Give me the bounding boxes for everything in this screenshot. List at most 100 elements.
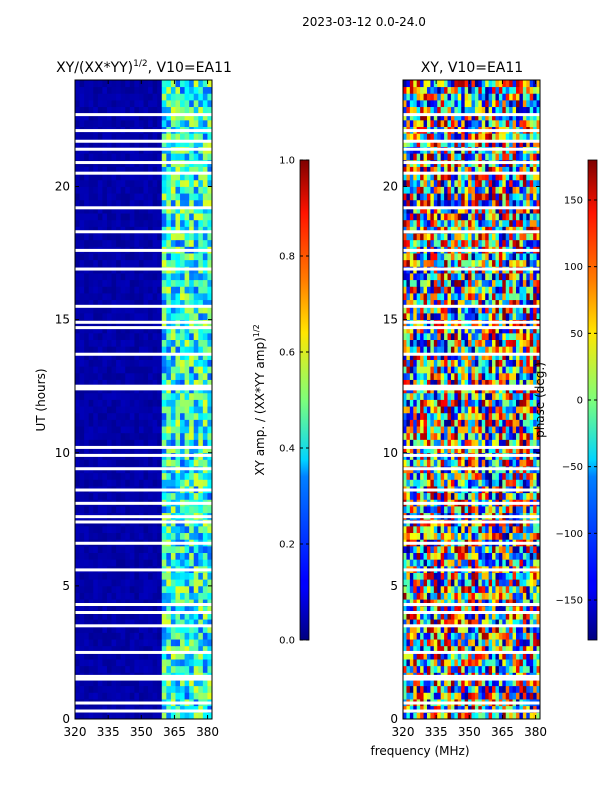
phase-cell: [505, 559, 510, 567]
phase-cell: [481, 692, 486, 700]
amplitude-cell: [157, 419, 163, 427]
phase-cell: [416, 392, 421, 400]
amplitude-cell: [175, 119, 181, 127]
amplitude-cell: [88, 639, 94, 647]
phase-cell: [403, 459, 407, 467]
phase-cell: [481, 619, 486, 627]
x-tick-label: 335: [97, 725, 120, 739]
phase-cell: [529, 645, 534, 653]
amplitude-cell: [198, 685, 204, 693]
flagged-gap: [75, 520, 212, 524]
amplitude-cell: [166, 332, 172, 340]
amplitude-cell: [143, 632, 149, 640]
amplitude-cell: [138, 239, 144, 247]
amplitude-cell: [193, 379, 199, 387]
amplitude-cell: [198, 206, 204, 214]
amplitude-cell: [116, 579, 122, 587]
amplitude-cell: [170, 532, 176, 540]
phase-cell: [474, 412, 479, 420]
amplitude-cell: [170, 346, 176, 354]
amplitude-cell: [193, 652, 199, 660]
amplitude-cell: [189, 645, 195, 653]
amplitude-cell: [161, 186, 167, 194]
amplitude-cell: [102, 639, 108, 647]
amplitude-cell: [120, 592, 126, 600]
amplitude-cell: [116, 559, 122, 567]
phase-cell: [413, 472, 418, 480]
amplitude-cell: [143, 199, 149, 207]
phase-cell: [403, 572, 407, 580]
phase-cell: [529, 585, 534, 593]
amplitude-cell: [106, 525, 112, 534]
amplitude-cell: [125, 392, 131, 400]
phase-cell: [464, 392, 469, 400]
phase-cell: [409, 426, 414, 434]
amplitude-cell: [75, 552, 80, 560]
amplitude-cell: [152, 332, 158, 340]
amplitude-cell: [143, 412, 149, 420]
amplitude-cell: [198, 712, 204, 720]
phase-cell: [406, 379, 411, 387]
amplitude-cell: [193, 612, 199, 620]
phase-cell: [409, 459, 414, 467]
phase-cell: [512, 652, 517, 660]
phase-cell: [478, 619, 483, 627]
amplitude-cell: [157, 93, 163, 101]
flagged-gap: [75, 147, 212, 151]
phase-cell: [502, 592, 507, 600]
amplitude-cell: [184, 632, 190, 640]
phase-cell: [471, 439, 476, 447]
amplitude-cell: [120, 233, 126, 241]
amplitude-cell: [157, 459, 163, 467]
phase-cell: [526, 472, 531, 480]
amplitude-cell: [143, 605, 149, 613]
amplitude-cell: [79, 259, 85, 267]
amplitude-cell: [198, 632, 204, 640]
phase-cell: [440, 419, 445, 427]
amplitude-cell: [143, 359, 149, 367]
amplitude-cell: [202, 99, 208, 108]
amplitude-cell: [116, 306, 122, 314]
amplitude-cell: [198, 80, 204, 88]
phase-cell: [447, 579, 452, 587]
phase-cell: [533, 692, 537, 700]
amplitude-cell: [161, 645, 167, 653]
amplitude-cell: [175, 372, 181, 380]
phase-cell: [481, 525, 486, 534]
phase-cell: [426, 619, 431, 627]
phase-cell: [406, 645, 411, 653]
amplitude-cell: [180, 472, 185, 480]
amplitude-cell: [180, 93, 185, 101]
phase-cell: [413, 439, 418, 447]
phase-cell: [406, 685, 411, 693]
phase-cell: [447, 645, 452, 653]
phase-cell: [502, 585, 507, 593]
phase-cell: [413, 412, 418, 420]
phase-cell: [406, 605, 411, 613]
phase-cell: [426, 472, 431, 480]
flagged-gap: [75, 709, 212, 713]
amplitude-cell: [166, 379, 172, 387]
amplitude-cell: [84, 253, 90, 261]
amplitude-cell: [125, 552, 131, 560]
phase-cell: [526, 459, 531, 467]
amplitude-cell: [88, 406, 94, 414]
amplitude-cell: [180, 525, 185, 534]
phase-cell: [481, 545, 486, 553]
amplitude-cell: [116, 585, 122, 593]
amplitude-cell: [207, 239, 213, 247]
amplitude-cell: [102, 173, 108, 181]
phase-cell: [492, 406, 496, 414]
amplitude-cell: [180, 179, 185, 187]
phase-cell: [423, 572, 428, 580]
phase-cell: [430, 426, 435, 434]
amplitude-cell: [138, 692, 144, 700]
phase-cell: [492, 612, 496, 620]
amplitude-cell: [166, 106, 172, 114]
phase-cell: [498, 625, 503, 633]
amplitude-cell: [106, 419, 112, 427]
amplitude-cell: [170, 639, 176, 647]
amplitude-cell: [175, 273, 181, 281]
amplitude-cell: [193, 645, 199, 653]
amplitude-cell: [93, 86, 99, 94]
